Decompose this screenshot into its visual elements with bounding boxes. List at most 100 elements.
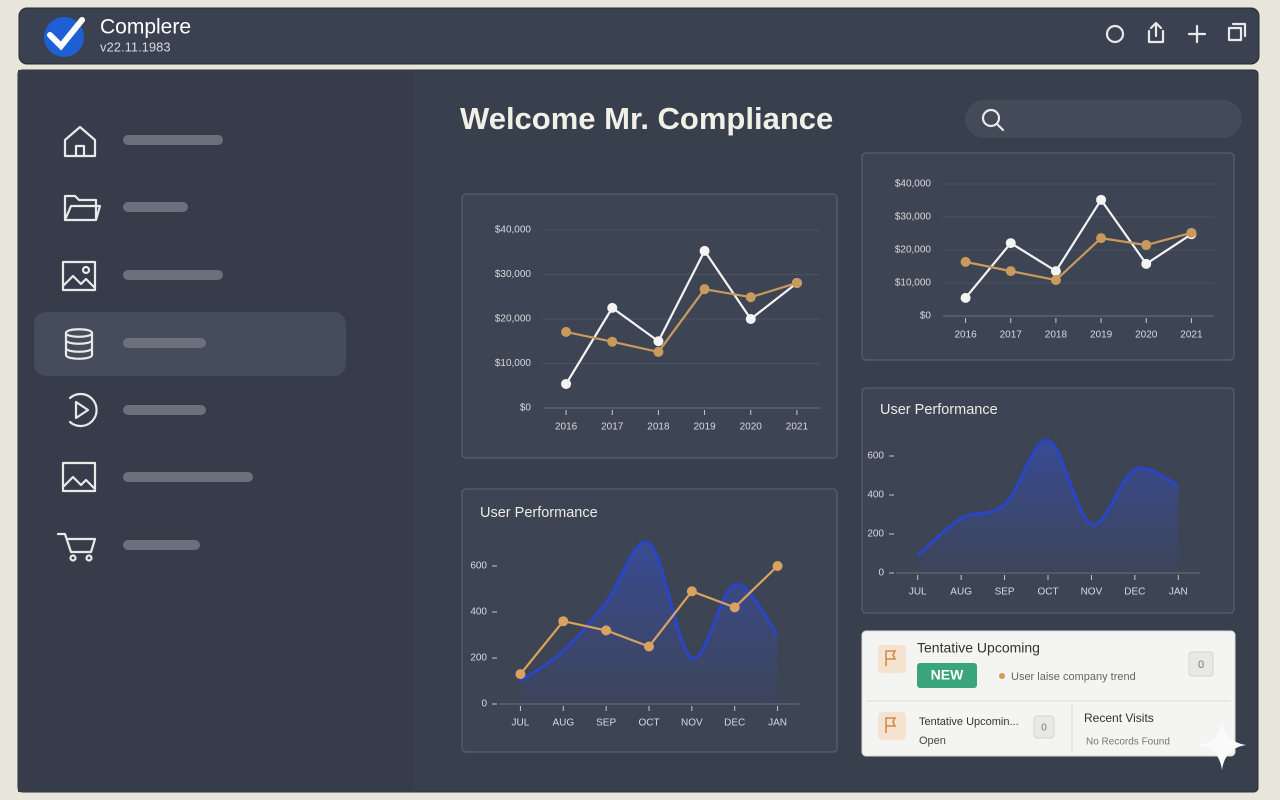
data-point [1050, 266, 1061, 277]
search-box[interactable] [965, 100, 1242, 138]
data-point [1141, 258, 1152, 269]
x-tick-label: DEC [1124, 587, 1145, 598]
x-tick-label: JUL [909, 587, 927, 598]
chart-title: User Performance [480, 505, 598, 521]
data-point [515, 669, 526, 680]
sidebar [18, 70, 413, 792]
x-tick-label: 2018 [647, 422, 670, 433]
data-point [1050, 275, 1061, 286]
database-icon[interactable] [64, 328, 94, 360]
home-icon[interactable] [63, 125, 97, 158]
nav-placeholder[interactable] [123, 270, 223, 280]
chart-panel [861, 152, 1235, 361]
x-tick-label: 2016 [555, 422, 578, 433]
x-tick-label: SEP [995, 587, 1015, 598]
count-text: 0 [1041, 723, 1047, 734]
cart-wheel [85, 554, 93, 562]
data-point [644, 641, 654, 652]
y-tick-label: $30,000 [895, 212, 932, 223]
nav-placeholder[interactable] [123, 135, 223, 145]
data-point [561, 378, 572, 389]
video-icon[interactable] [68, 392, 98, 428]
flag-icon [885, 650, 897, 666]
nav-placeholder[interactable] [123, 540, 200, 550]
x-tick-label: NOV [681, 718, 703, 729]
image-icon[interactable] [61, 260, 97, 292]
recent-title: Recent Visits [1084, 711, 1154, 725]
data-point [1096, 233, 1107, 244]
series-line [965, 231, 1192, 282]
x-tick-label: OCT [638, 718, 659, 729]
y-tick-label: 200 [470, 653, 487, 664]
y-tick-label: $10,000 [495, 358, 532, 369]
flag-icon [885, 717, 897, 733]
data-point [699, 245, 710, 256]
activity-card [861, 630, 1236, 757]
app-version: v22.11.1983 [100, 39, 171, 54]
data-point [699, 284, 710, 295]
x-tick-label: JUL [512, 718, 530, 729]
info-button[interactable] [1105, 24, 1125, 44]
x-tick-label: 2017 [601, 422, 624, 433]
series-line [519, 540, 779, 683]
y-tick-label: 400 [867, 490, 884, 501]
series-line [565, 281, 798, 354]
app-name: Complere [100, 16, 191, 39]
series-area [917, 440, 1179, 573]
y-tick-label: 600 [867, 451, 884, 462]
card-status: Open [919, 735, 946, 747]
nav-placeholder[interactable] [123, 472, 253, 482]
data-point [1005, 238, 1016, 249]
x-tick-label: 2020 [740, 422, 763, 433]
data-point [607, 336, 618, 347]
x-tick-label: 2018 [1045, 330, 1068, 341]
data-point [686, 586, 697, 597]
cart-icon[interactable] [56, 532, 97, 554]
y-tick-label: $10,000 [895, 278, 932, 289]
x-tick-label: 2021 [1180, 330, 1203, 341]
data-point [1141, 240, 1152, 251]
count-text: 0 [1198, 659, 1204, 671]
gallery-icon[interactable] [61, 461, 97, 493]
x-tick-label: DEC [724, 718, 745, 729]
x-tick-label: OCT [1037, 587, 1058, 598]
new-badge [917, 663, 977, 688]
charts: $0 $10,000 $20,000 $30,000 $40,000 2016 2017 20… [461, 152, 1235, 753]
card-title: Tentative Upcoming [917, 640, 1040, 656]
nav-placeholder[interactable] [123, 405, 206, 415]
page-title: Welcome Mr. Compliance [460, 101, 833, 136]
nav-placeholder[interactable] [123, 202, 188, 212]
y-tick-label: $20,000 [495, 314, 532, 325]
y-tick-label: $40,000 [495, 225, 532, 236]
data-point [745, 292, 756, 303]
data-point [561, 326, 572, 337]
search-icon-handle [995, 122, 1005, 132]
image-icon-dot [81, 265, 91, 275]
window-button[interactable] [1227, 22, 1247, 42]
chart-panel [461, 193, 838, 459]
x-tick-label: AUG [950, 587, 972, 598]
data-point [653, 336, 664, 347]
logo-check [47, 17, 85, 51]
series-area [520, 541, 778, 704]
x-tick-label: SEP [596, 718, 616, 729]
y-tick-label: $20,000 [895, 245, 932, 256]
sidebar-items [56, 125, 253, 562]
y-tick-label: $0 [520, 403, 532, 414]
share-button[interactable] [1147, 21, 1165, 44]
count-badge [1188, 651, 1214, 677]
y-tick-label: 600 [470, 561, 487, 572]
series-line [565, 249, 798, 385]
chart-title: User Performance [880, 402, 998, 418]
nav-placeholder[interactable] [123, 338, 206, 348]
folder-icon[interactable] [63, 194, 102, 222]
data-point [558, 616, 569, 627]
add-button[interactable] [1187, 24, 1207, 44]
data-point [1186, 227, 1197, 238]
search-icon [981, 108, 1001, 128]
cart-wheel [69, 554, 77, 562]
count-badge [1033, 715, 1055, 739]
data-point [601, 625, 612, 636]
card-note: User laise company trend [1011, 671, 1136, 683]
